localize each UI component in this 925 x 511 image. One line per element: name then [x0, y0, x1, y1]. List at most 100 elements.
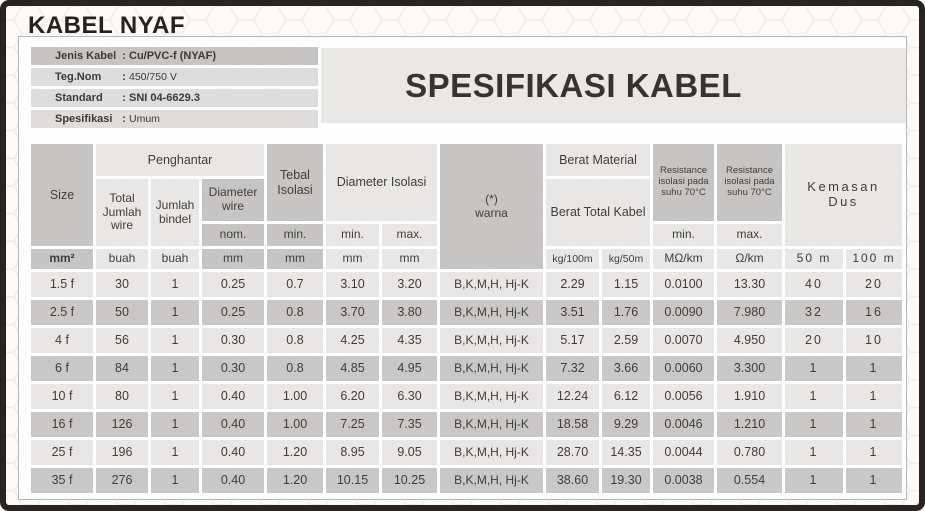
table-cell: 1	[846, 412, 902, 437]
table-cell: 14.35	[602, 440, 650, 465]
table-cell: 0.40	[202, 440, 264, 465]
table-cell: 84	[96, 356, 148, 381]
table-cell: 1.00	[267, 412, 323, 437]
table-cell: 20	[846, 272, 902, 297]
subheader-min: min.	[267, 224, 323, 246]
table-cell: 7.980	[717, 300, 782, 325]
table-cell-warna: B,K,M,H, Hj-K	[440, 300, 543, 325]
unit-mohm-km: MΩ/km	[653, 249, 714, 269]
col-group-kemasan-dus: Kemasan Dus	[785, 144, 902, 246]
info-row-jenis-kabel: Jenis Kabel : Cu/PVC-f (NYAF)	[31, 47, 318, 65]
info-row-spesifikasi: Spesifikasi : Umum	[31, 110, 318, 128]
table-cell: 1	[785, 468, 843, 493]
table-cell: 0.30	[202, 356, 264, 381]
table-cell-warna: B,K,M,H, Hj-K	[440, 384, 543, 409]
table-cell: 1	[151, 384, 199, 409]
col-header-total-jumlah-wire: Total Jumlah wire	[96, 179, 148, 246]
table-cell: 2.5 f	[31, 300, 93, 325]
table-cell: 1	[151, 328, 199, 353]
table-cell: 2.29	[546, 272, 599, 297]
table-cell: 1.210	[717, 412, 782, 437]
table-cell: 25 f	[31, 440, 93, 465]
table-cell: 276	[96, 468, 148, 493]
unit-diameter-isolasi-max: mm	[382, 249, 437, 269]
table-cell: 196	[96, 440, 148, 465]
table-cell: 126	[96, 412, 148, 437]
table-cell: 1	[846, 440, 902, 465]
table-cell: 4 f	[31, 328, 93, 353]
table-cell: 0.40	[202, 412, 264, 437]
subheader-max: max.	[717, 224, 782, 246]
info-value: Umum	[129, 113, 160, 125]
table-cell: 4.85	[326, 356, 379, 381]
col-group-berat-material: Berat Material	[546, 144, 650, 176]
table-cell: 80	[96, 384, 148, 409]
unit-diameter-wire: mm	[202, 249, 264, 269]
table-cell: 10.25	[382, 468, 437, 493]
unit-tebal-isolasi: mm	[267, 249, 323, 269]
table-cell: 1	[846, 468, 902, 493]
col-header-resistance-min: Resistance isolasi pada suhu 70°C	[653, 144, 714, 221]
table-cell: 0.0070	[653, 328, 714, 353]
table-cell: 1	[785, 356, 843, 381]
table-cell: 0.8	[267, 300, 323, 325]
table-cell: 1	[151, 468, 199, 493]
table-cell: 3.70	[326, 300, 379, 325]
table-cell: 0.0046	[653, 412, 714, 437]
table-cell-warna: B,K,M,H, Hj-K	[440, 468, 543, 493]
table-cell: 0.25	[202, 300, 264, 325]
info-separator: :	[122, 50, 126, 62]
table-cell: 1	[151, 440, 199, 465]
info-separator: :	[122, 71, 126, 83]
table-cell: 6.30	[382, 384, 437, 409]
warna-asterisk: (*)	[485, 191, 498, 206]
spec-banner-title: SPESIFIKASI KABEL	[405, 66, 742, 104]
col-header-tebal-isolasi: Tebal Isolasi	[267, 144, 323, 221]
table-cell: 12.24	[546, 384, 599, 409]
table-cell: 0.8	[267, 356, 323, 381]
table-cell-warna: B,K,M,H, Hj-K	[440, 440, 543, 465]
subheader-max: max.	[382, 224, 437, 246]
info-value: SNI 04-6629.3	[129, 92, 200, 104]
table-cell: 6.20	[326, 384, 379, 409]
table-cell: 19.30	[602, 468, 650, 493]
table-cell: 0.0100	[653, 272, 714, 297]
table-cell: 1	[785, 440, 843, 465]
table-cell-warna: B,K,M,H, Hj-K	[440, 328, 543, 353]
table-cell: 0.780	[717, 440, 782, 465]
subheader-min: min.	[326, 224, 379, 246]
col-header-warna: (*) warna	[440, 144, 543, 269]
table-cell-warna: B,K,M,H, Hj-K	[440, 412, 543, 437]
table-cell: 40	[785, 272, 843, 297]
table-cell: 2.59	[602, 328, 650, 353]
table-cell: 20	[785, 328, 843, 353]
table-cell: 4.95	[382, 356, 437, 381]
table-cell: 4.25	[326, 328, 379, 353]
unit-pack-100m: 100 m	[846, 249, 902, 269]
table-cell: 38.60	[546, 468, 599, 493]
table-cell: 1.5 f	[31, 272, 93, 297]
table-cell: 32	[785, 300, 843, 325]
table-cell: 1	[151, 412, 199, 437]
subheader-min: min.	[653, 224, 714, 246]
spec-table: Size Penghantar Total Jumlah wire Jumlah…	[31, 144, 902, 493]
table-cell: 13.30	[717, 272, 782, 297]
col-header-size: Size	[31, 144, 93, 246]
table-cell: 0.7	[267, 272, 323, 297]
col-header-jumlah-bindel: Jumlah bindel	[151, 179, 199, 246]
table-cell: 0.0090	[653, 300, 714, 325]
table-cell: 3.66	[602, 356, 650, 381]
table-cell: 10 f	[31, 384, 93, 409]
table-cell: 1.910	[717, 384, 782, 409]
table-cell-warna: B,K,M,H, Hj-K	[440, 272, 543, 297]
table-cell: 35 f	[31, 468, 93, 493]
unit-diameter-isolasi-min: mm	[326, 249, 379, 269]
cable-info-panel: Jenis Kabel : Cu/PVC-f (NYAF) Teg.Nom : …	[31, 47, 318, 131]
table-cell: 1	[785, 384, 843, 409]
info-separator: :	[122, 92, 126, 104]
info-value: Cu/PVC-f (NYAF)	[129, 50, 216, 62]
table-cell: 9.05	[382, 440, 437, 465]
table-cell: 1	[151, 356, 199, 381]
table-cell: 4.950	[717, 328, 782, 353]
